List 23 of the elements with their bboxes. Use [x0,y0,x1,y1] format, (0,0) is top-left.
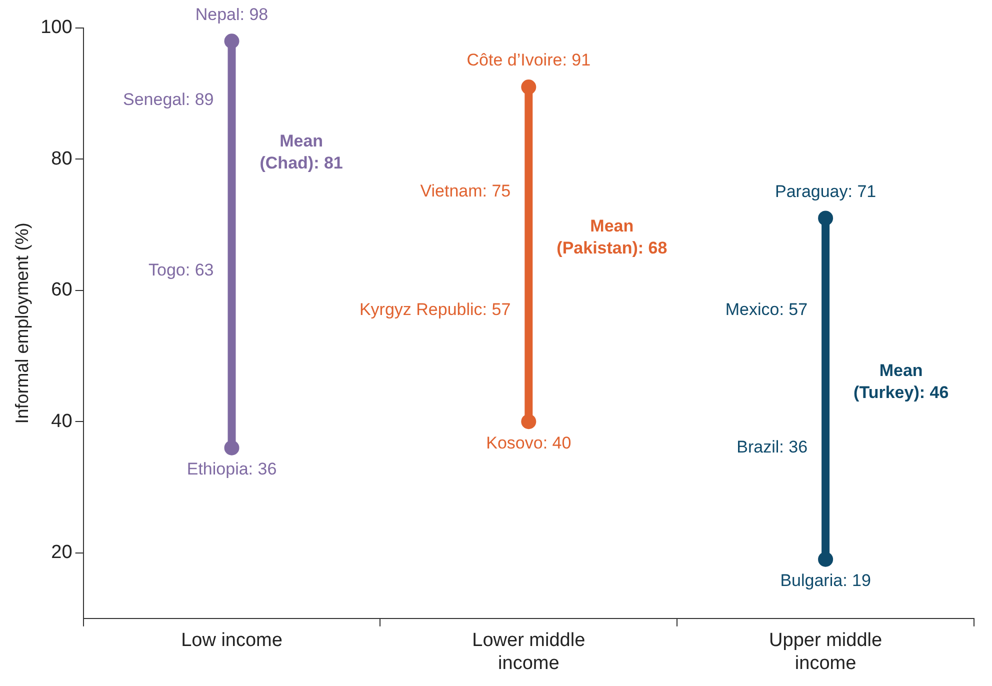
x-tick-label: Low income [181,630,282,652]
y-tick-label: 40 [51,410,72,432]
y-tick-label: 100 [40,17,72,38]
y-tick-label: 80 [51,148,72,170]
annotation: Togo: 63 [148,260,214,280]
annotation: Senegal: 89 [123,90,214,109]
annotation: Brazil: 36 [736,438,808,457]
annotation: Mean (Turkey): 46 [854,360,949,402]
annotation: Côte d’Ivoire: 91 [466,50,591,70]
annotation: Kosovo: 40 [486,433,572,452]
annotation: Bulgaria: 19 [780,571,871,590]
annotation: Vietnam: 75 [420,182,511,201]
annotation: Mexico: 57 [725,300,808,319]
y-tick-label: 20 [51,542,72,564]
annotation: Paraguay: 71 [774,182,876,201]
y-tick-label: 60 [51,280,72,301]
x-tick-label: Upper middle income [769,630,882,674]
y-axis-title: Informal employment (%) [12,222,32,424]
annotation: Kyrgyz Republic: 57 [359,300,511,319]
annotation: Ethiopia: 36 [186,460,277,479]
x-tick-label: Lower middle income [472,630,586,674]
annotation: Mean (Chad): 81 [260,131,343,172]
annotation: Mean (Pakistan): 68 [556,216,668,258]
